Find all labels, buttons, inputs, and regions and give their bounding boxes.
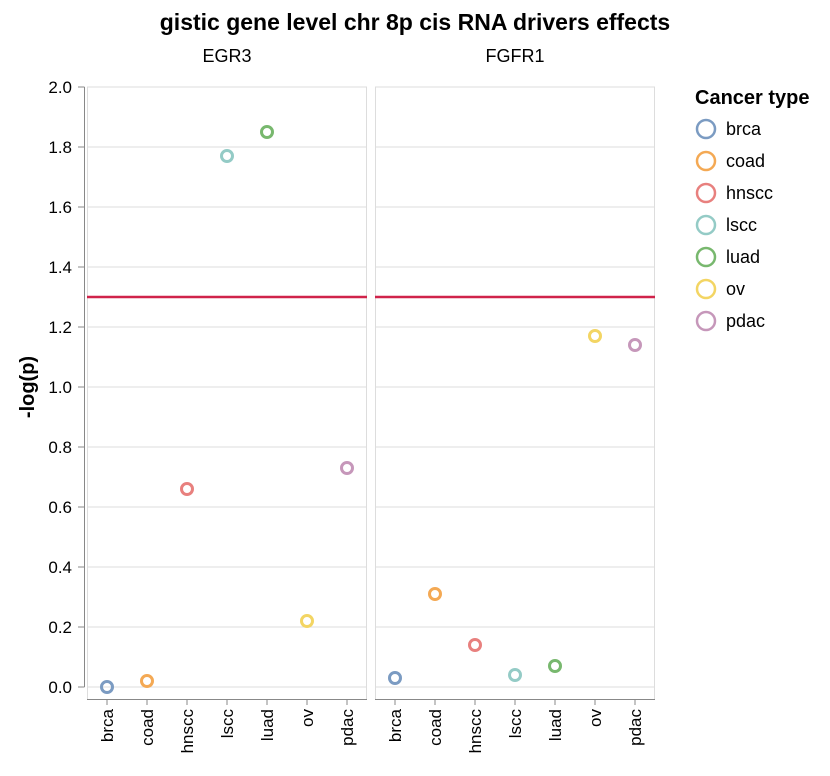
legend-symbol-coad (695, 150, 717, 172)
legend-title: Cancer type (695, 87, 810, 109)
x-tick-label: brca (386, 708, 405, 742)
facet-panel-egr3: EGR3 brca coad hnscc lscc luad ov pdac (87, 46, 367, 753)
x-tick-label: pdac (338, 709, 357, 746)
legend-symbol-ov (695, 278, 717, 300)
x-tick-label: brca (98, 708, 117, 742)
x-tick-label: lscc (218, 709, 237, 739)
data-point-egr3-ov (300, 614, 314, 628)
legend-label-luad: luad (726, 247, 760, 267)
x-tick-label: luad (258, 709, 277, 741)
legend-label-hnscc: hnscc (726, 183, 773, 203)
legend-symbol-brca (695, 118, 717, 140)
data-point-egr3-pdac (340, 461, 354, 475)
data-point-fgfr1-pdac (628, 338, 642, 352)
x-tick-label: luad (546, 709, 565, 741)
data-point-fgfr1-luad (548, 659, 562, 673)
x-tick-label: lscc (506, 709, 525, 739)
y-tick-label: 1.6 (48, 198, 72, 217)
data-point-fgfr1-hnscc (468, 638, 482, 652)
legend-symbol-pdac (695, 310, 717, 332)
y-tick-label: 0.4 (48, 558, 72, 577)
data-point-fgfr1-ov (588, 329, 602, 343)
y-tick-label: 0.8 (48, 438, 72, 457)
data-point-fgfr1-coad (428, 587, 442, 601)
y-tick-label: 1.4 (48, 258, 72, 277)
legend-label-ov: ov (726, 279, 745, 299)
x-tick-label: coad (138, 709, 157, 746)
y-axis: 0.0 0.2 0.4 0.6 0.8 1.0 1.2 1.4 1.6 1.8 2.0 (48, 78, 85, 697)
chart-title: gistic gene level chr 8p cis RNA drivers… (160, 9, 670, 35)
data-point-egr3-lscc (220, 149, 234, 163)
y-tick-label: 1.8 (48, 138, 72, 157)
y-tick-label: 0.2 (48, 618, 72, 637)
legend-label-lscc: lscc (726, 215, 757, 235)
x-tick-label: coad (426, 709, 445, 746)
legend-label-brca: brca (726, 119, 762, 139)
x-tick-label: hnscc (178, 709, 197, 754)
data-point-egr3-brca (100, 680, 114, 694)
legend: Cancer type brca coad hnscc lscc luad ov pdac (695, 87, 810, 332)
y-tick-label: 0.6 (48, 498, 72, 517)
facet-label: FGFR1 (485, 46, 544, 66)
x-tick-label: ov (586, 709, 605, 727)
x-tick-label: hnscc (466, 709, 485, 754)
data-point-fgfr1-brca (388, 671, 402, 685)
facet-panel-fgfr1: FGFR1 brca coad hnscc lscc luad ov pdac (375, 46, 655, 753)
data-point-egr3-hnscc (180, 482, 194, 496)
legend-symbol-hnscc (695, 182, 717, 204)
y-tick-label: 1.0 (48, 378, 72, 397)
y-tick-label: 2.0 (48, 78, 72, 97)
data-point-egr3-coad (140, 674, 154, 688)
legend-label-pdac: pdac (726, 311, 765, 331)
x-tick-label: pdac (626, 709, 645, 746)
y-axis-title: -log(p) (17, 356, 39, 418)
data-point-fgfr1-lscc (508, 668, 522, 682)
legend-label-coad: coad (726, 151, 765, 171)
x-tick-label: ov (298, 709, 317, 727)
y-tick-label: 0.0 (48, 678, 72, 697)
y-tick-label: 1.2 (48, 318, 72, 337)
facet-panels: EGR3 brca coad hnscc lscc luad ov pdac FGFR1 brca… (87, 46, 655, 753)
data-point-egr3-luad (260, 125, 274, 139)
legend-symbol-luad (695, 246, 717, 268)
legend-symbol-lscc (695, 214, 717, 236)
facet-label: EGR3 (202, 46, 251, 66)
